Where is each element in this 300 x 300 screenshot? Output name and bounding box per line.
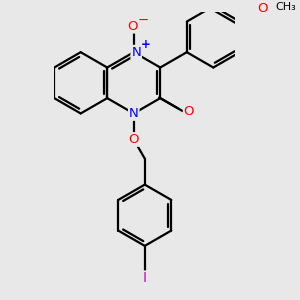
Text: O: O — [184, 105, 194, 118]
Text: N: N — [131, 46, 141, 59]
Text: N: N — [129, 107, 139, 120]
Text: O: O — [128, 133, 139, 146]
Text: I: I — [143, 271, 147, 285]
Text: CH₃: CH₃ — [276, 2, 297, 12]
Text: O: O — [127, 20, 138, 33]
Text: O: O — [257, 2, 268, 15]
Text: +: + — [141, 38, 151, 51]
Text: −: − — [137, 14, 148, 26]
